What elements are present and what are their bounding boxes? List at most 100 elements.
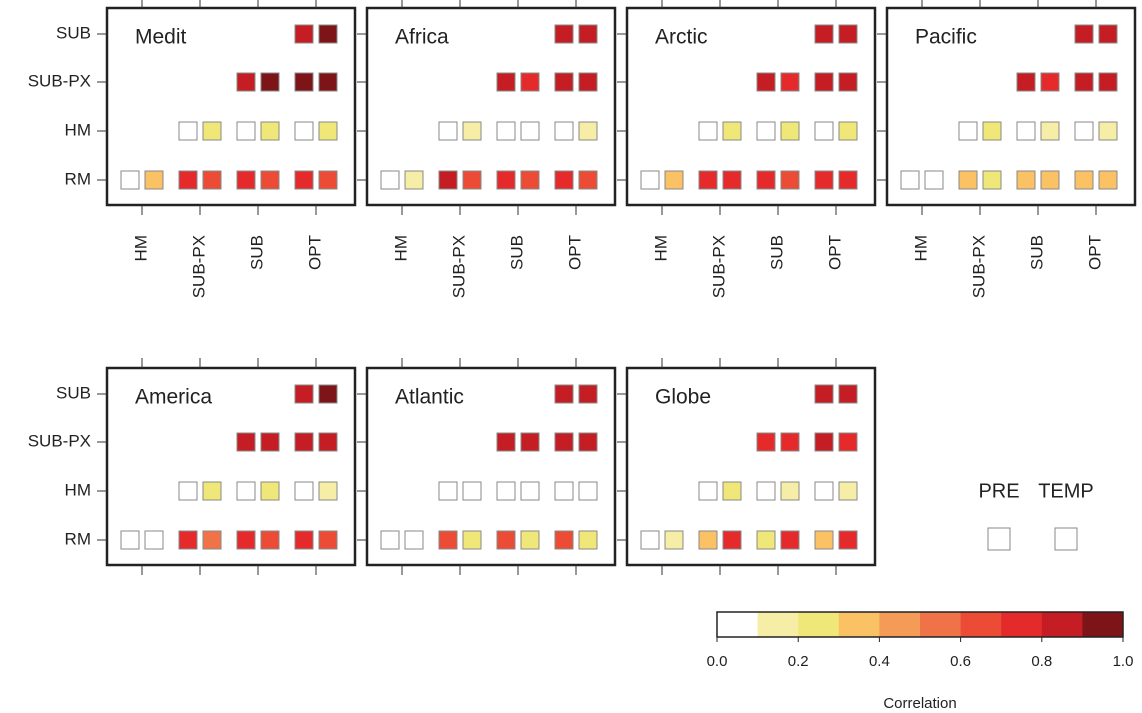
row-label: SUB xyxy=(56,23,91,42)
cell xyxy=(1098,24,1118,44)
cell xyxy=(178,170,198,190)
cell xyxy=(664,530,684,550)
panel-title: Globe xyxy=(655,386,711,409)
cell xyxy=(578,72,598,92)
cell xyxy=(294,170,314,190)
colorbar-bin xyxy=(1001,612,1043,637)
cell xyxy=(814,72,834,92)
cell xyxy=(520,481,540,501)
panel-frame xyxy=(365,6,617,207)
cell xyxy=(318,72,338,92)
cell xyxy=(520,170,540,190)
legend-swatch xyxy=(1054,527,1078,551)
cell xyxy=(294,432,314,452)
cell xyxy=(120,170,140,190)
colorbar-tick-label: 1.0 xyxy=(1113,653,1134,670)
cell xyxy=(1098,72,1118,92)
cell xyxy=(438,530,458,550)
cell xyxy=(404,170,424,190)
cell xyxy=(640,530,660,550)
cell xyxy=(318,432,338,452)
cell xyxy=(236,121,256,141)
row-label: RM xyxy=(65,169,91,188)
cell xyxy=(722,481,742,501)
cell xyxy=(236,432,256,452)
panel-title: Atlantic xyxy=(395,386,464,409)
legend-swatch xyxy=(987,527,1011,551)
cell xyxy=(496,170,516,190)
cell xyxy=(318,121,338,141)
cell xyxy=(260,481,280,501)
cell xyxy=(838,24,858,44)
colorbar-bin xyxy=(757,612,799,637)
column-label: OPT xyxy=(305,235,324,270)
cell xyxy=(780,432,800,452)
column-label: SUB-PX xyxy=(969,235,988,298)
panel-frame xyxy=(105,6,357,207)
cell xyxy=(1098,170,1118,190)
cell xyxy=(260,170,280,190)
colorbar-bin xyxy=(879,612,921,637)
cell xyxy=(554,481,574,501)
cell xyxy=(1074,24,1094,44)
cell xyxy=(780,72,800,92)
cell xyxy=(958,170,978,190)
panel-title: Medit xyxy=(135,26,187,49)
cell xyxy=(578,24,598,44)
panel-frame xyxy=(625,6,877,207)
colorbar-frame xyxy=(716,611,1124,638)
colorbar-tick-label: 0.6 xyxy=(950,653,971,670)
cell xyxy=(1074,72,1094,92)
cell xyxy=(294,384,314,404)
cell xyxy=(144,170,164,190)
cell xyxy=(496,481,516,501)
cell xyxy=(1016,121,1036,141)
cell xyxy=(1016,72,1036,92)
row-label: HM xyxy=(65,480,91,499)
cell xyxy=(578,121,598,141)
colorbar-bin xyxy=(798,612,840,637)
cell xyxy=(698,170,718,190)
cell xyxy=(924,170,944,190)
cell xyxy=(698,530,718,550)
cell xyxy=(496,432,516,452)
colorbar-tick-label: 0.2 xyxy=(788,653,809,670)
column-label: HM xyxy=(911,235,930,261)
cell xyxy=(578,530,598,550)
cell xyxy=(982,121,1002,141)
cell xyxy=(260,121,280,141)
row-label: SUB xyxy=(56,383,91,402)
cell xyxy=(780,481,800,501)
cell xyxy=(756,121,776,141)
colorbar-bin xyxy=(1041,612,1083,637)
cell xyxy=(554,170,574,190)
cell xyxy=(756,530,776,550)
column-label: OPT xyxy=(825,235,844,270)
cell xyxy=(578,432,598,452)
cell xyxy=(438,121,458,141)
cell xyxy=(294,24,314,44)
cell xyxy=(838,170,858,190)
cell xyxy=(438,170,458,190)
cell xyxy=(722,121,742,141)
column-label: SUB xyxy=(247,235,266,270)
cell xyxy=(722,530,742,550)
colorbar-tick-label: 0.0 xyxy=(707,653,728,670)
cell xyxy=(178,481,198,501)
cell xyxy=(578,170,598,190)
colorbar-bin xyxy=(1082,612,1124,637)
panel-frame xyxy=(365,366,617,567)
cell xyxy=(780,170,800,190)
cell xyxy=(318,481,338,501)
cell xyxy=(520,530,540,550)
cell xyxy=(236,170,256,190)
column-label: HM xyxy=(131,235,150,261)
cell xyxy=(554,384,574,404)
column-label: SUB-PX xyxy=(189,235,208,298)
cell xyxy=(294,481,314,501)
cell xyxy=(520,121,540,141)
cell xyxy=(958,121,978,141)
cell xyxy=(520,432,540,452)
colorbar-bin xyxy=(920,612,962,637)
cell xyxy=(144,530,164,550)
